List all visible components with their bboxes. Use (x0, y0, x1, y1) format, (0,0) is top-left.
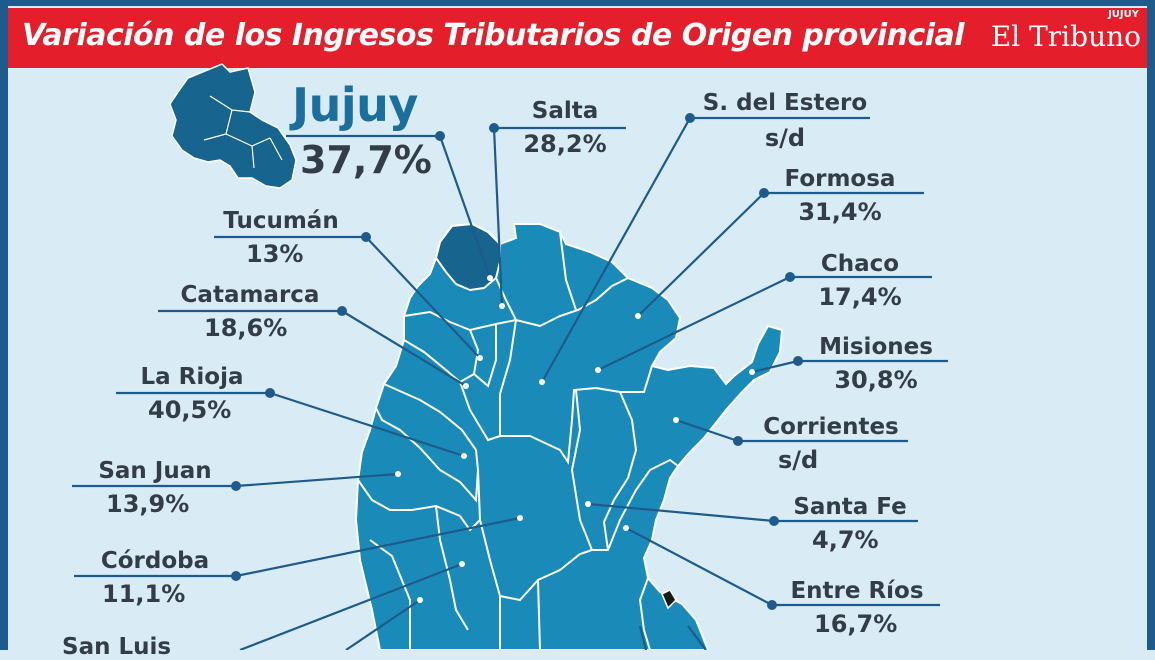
featured-province-name: Jujuy (292, 78, 418, 132)
brand-logo: El Tribuno (990, 20, 1141, 53)
province-value: 16,7% (814, 610, 898, 638)
province-label-santafe: Santa Fe 4,7% (790, 494, 910, 554)
province-dots (395, 275, 755, 603)
province-name: Entre Ríos (790, 578, 924, 604)
province-value: 31,4% (798, 198, 882, 226)
province-name: Catamarca (180, 282, 320, 308)
leader-lines (72, 116, 948, 650)
province-value: 11,1% (102, 580, 186, 608)
province-label-misiones: Misiones 30,8% (806, 334, 946, 394)
provinces-map (354, 222, 784, 650)
province-name: Córdoba (100, 548, 210, 574)
province-label-chaco: Chaco 17,4% (800, 251, 920, 311)
province-name: Santa Fe (793, 494, 907, 520)
province-value: s/d (778, 446, 819, 474)
province-name: Chaco (820, 251, 900, 277)
province-label-salta: Salta 28,2% (500, 98, 630, 158)
province-name: S. del Estero (702, 90, 868, 116)
leader-dots (231, 113, 803, 610)
province-value: 28,2% (523, 130, 607, 158)
province-value: 30,8% (834, 366, 918, 394)
province-name: San Juan (98, 458, 212, 484)
province-value: 18,6% (204, 314, 288, 342)
jujuy-inset-map (169, 63, 297, 189)
featured-province-value: 37,7% (300, 138, 432, 182)
province-name: Misiones (819, 334, 933, 360)
province-label-corrientes: Corrientes s/d (748, 414, 914, 474)
brand-region: JUJUY (1108, 9, 1139, 20)
title-banner: Variación de los Ingresos Tributarios de… (8, 8, 1147, 68)
province-name: Formosa (784, 166, 896, 192)
province-label-estero: S. del Estero s/d (690, 90, 880, 152)
page-title: Variación de los Ingresos Tributarios de… (22, 18, 965, 53)
province-name: Salta (531, 98, 599, 124)
province-value: 17,4% (818, 283, 902, 311)
province-label-sanjuan: San Juan 13,9% (80, 458, 230, 518)
province-label-larioja: La Rioja 40,5% (122, 364, 262, 424)
province-label-sanluis: San Luis (62, 634, 202, 660)
province-label-cordoba: Córdoba 11,1% (80, 548, 230, 608)
province-name: San Luis (62, 634, 172, 660)
province-name: Tucumán (223, 208, 339, 234)
province-value: s/d (764, 124, 806, 152)
province-label-catamarca: Catamarca 18,6% (160, 282, 340, 342)
province-name: La Rioja (140, 364, 244, 390)
province-label-entrerios: Entre Ríos 16,7% (782, 578, 932, 638)
province-value: 40,5% (148, 396, 232, 424)
province-value: 4,7% (812, 526, 879, 554)
province-label-tucuman: Tucumán 13% (206, 208, 356, 268)
province-value: 13,9% (106, 490, 190, 518)
province-name: Corrientes (763, 414, 899, 440)
province-value: 13% (246, 240, 304, 268)
province-label-formosa: Formosa 31,4% (770, 166, 910, 226)
